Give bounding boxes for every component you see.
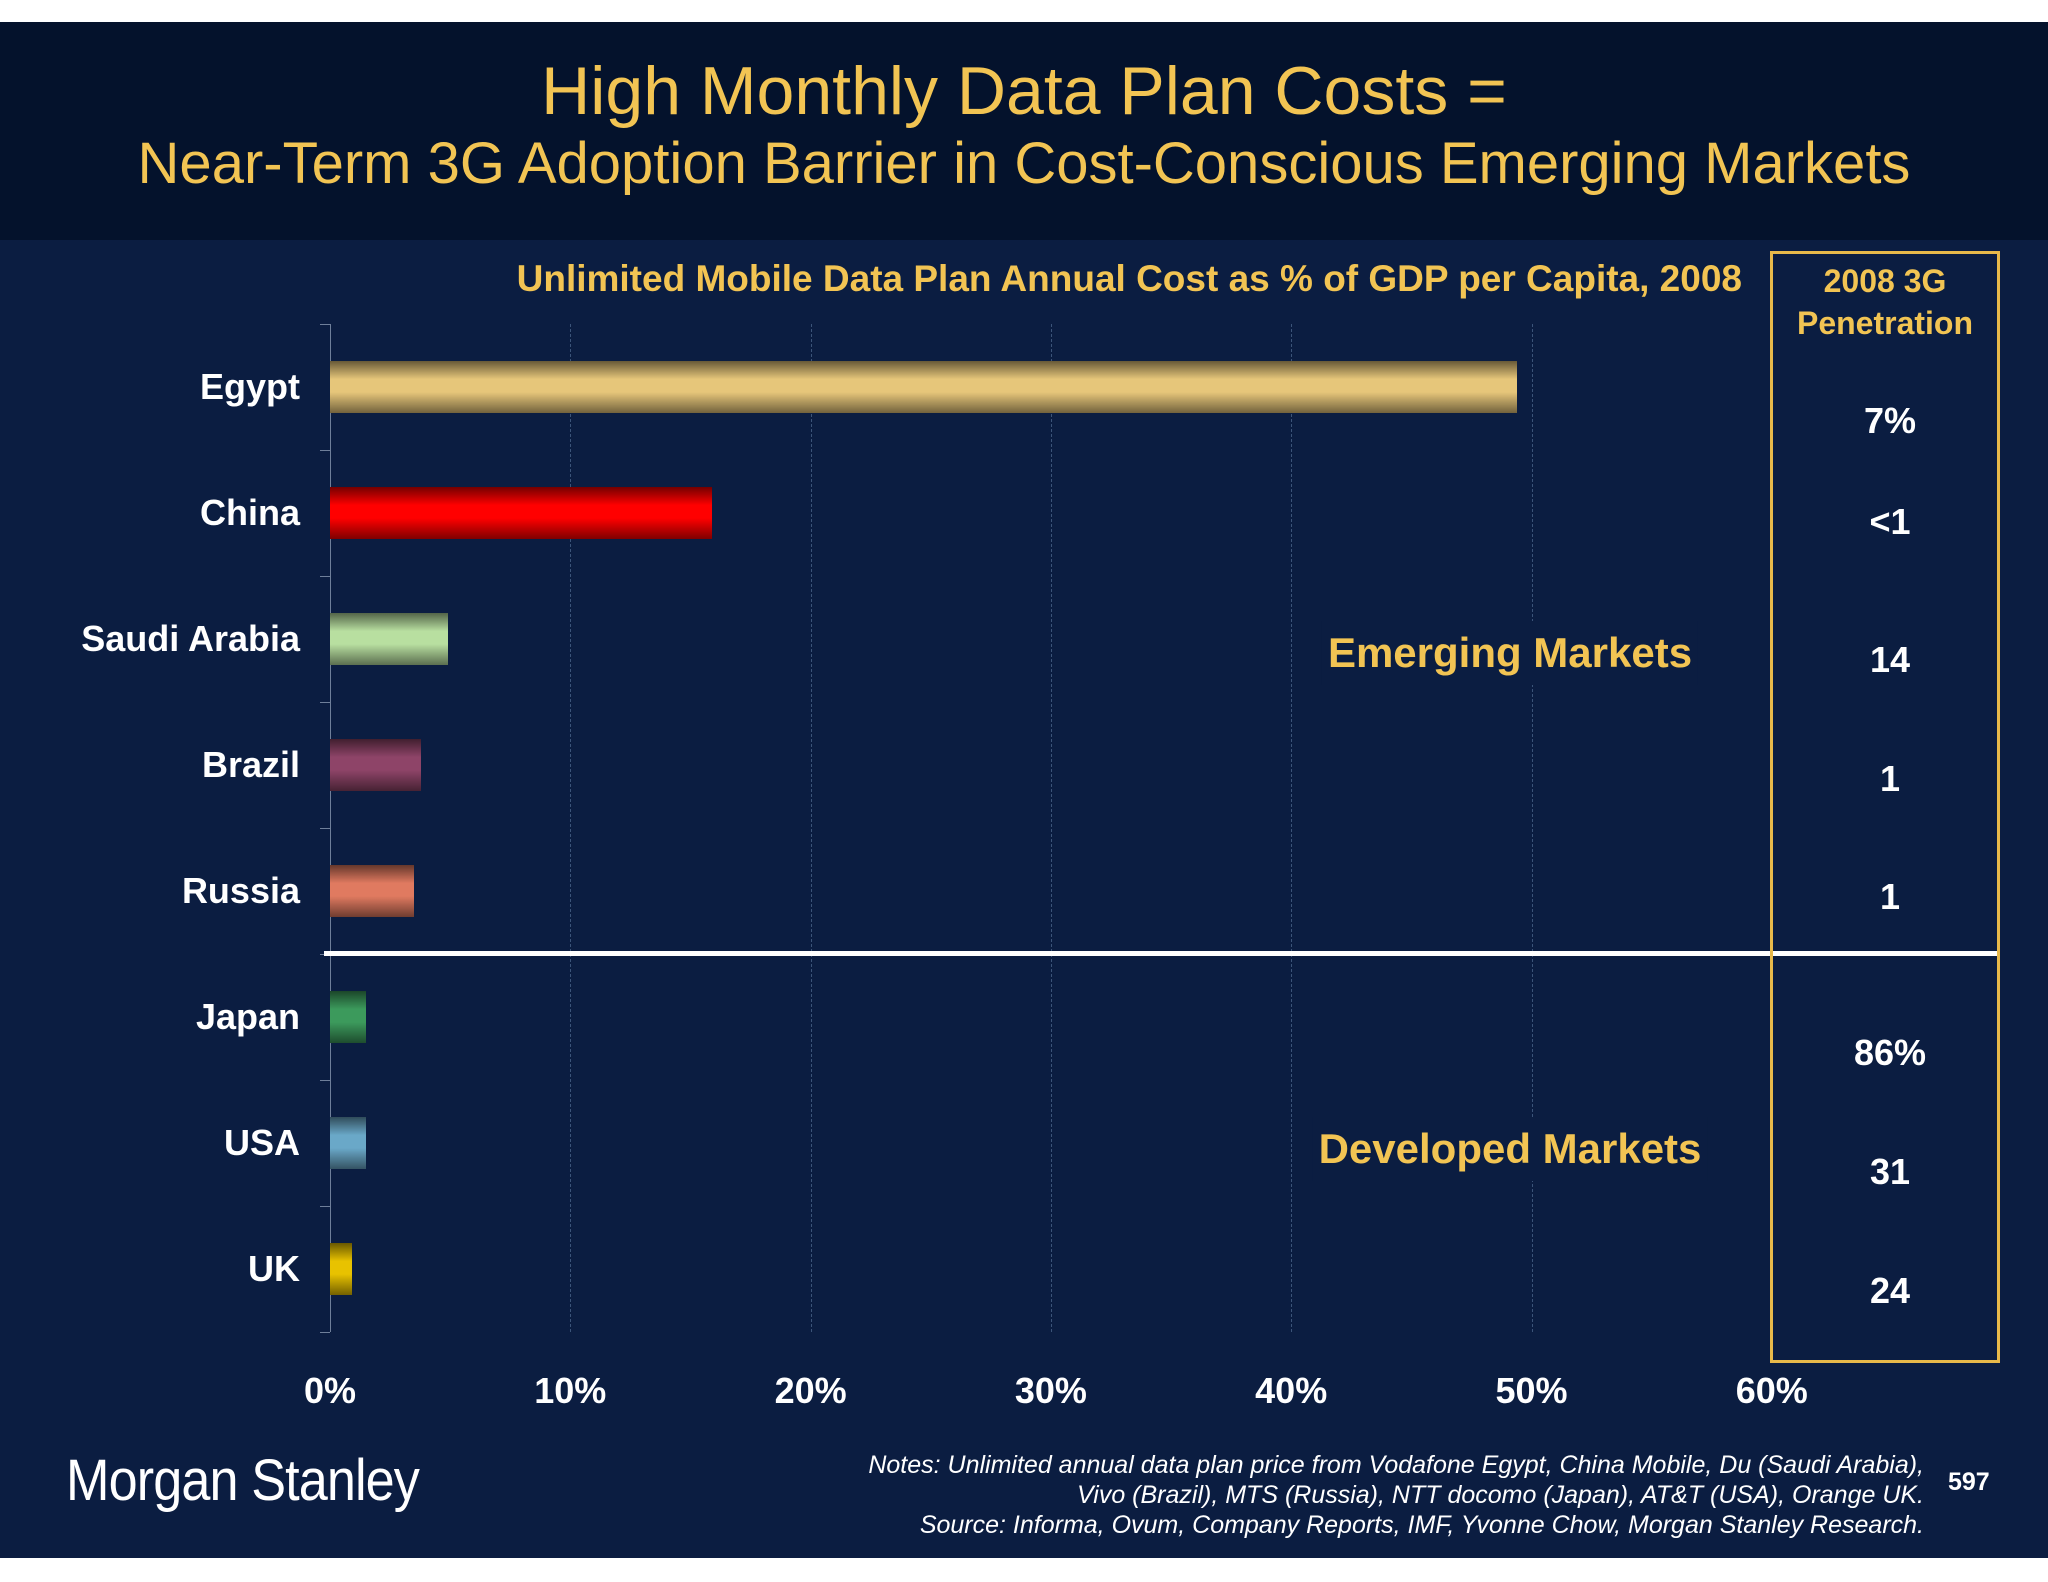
category-label: Japan [195, 996, 300, 1037]
y-axis-tick [320, 324, 330, 325]
title-line-2: Near-Term 3G Adoption Barrier in Cost-Co… [137, 131, 1911, 196]
penetration-value: 86% [1853, 1032, 1927, 1073]
source-line: Source: Informa, Ovum, Company Reports, … [919, 1511, 1924, 1539]
category-label: UK [248, 1248, 300, 1289]
group-label-emerging: Emerging Markets [1321, 621, 1699, 685]
morgan-stanley-logo: Morgan Stanley [66, 1448, 420, 1513]
category-label: Russia [181, 870, 300, 911]
gridline [1050, 324, 1052, 1332]
x-tick-label: 10% [534, 1370, 607, 1411]
penetration-value: 14 [1869, 639, 1911, 680]
bar-usa [330, 1117, 367, 1169]
gridline [1531, 324, 1533, 1332]
category-label: Egypt [199, 366, 300, 407]
notes-line-1: Notes: Unlimited annual data plan price … [868, 1451, 1924, 1479]
bar-russia [330, 865, 415, 917]
y-axis-tick [320, 702, 330, 703]
x-tick-label: 50% [1495, 1370, 1568, 1411]
x-tick-label: 0% [303, 1370, 357, 1411]
category-label: Saudi Arabia [81, 618, 300, 659]
penetration-box [1770, 251, 2000, 1363]
gridline [570, 324, 572, 1332]
penetration-value: 31 [1869, 1151, 1911, 1192]
slide: High Monthly Data Plan Costs = Near-Term… [0, 22, 2048, 1558]
bar-china [330, 487, 713, 539]
notes-line-2: Vivo (Brazil), MTS (Russia), NTT docomo … [1077, 1481, 1924, 1509]
y-axis-tick [320, 1080, 330, 1081]
gridline [1291, 324, 1293, 1332]
chart-title: Unlimited Mobile Data Plan Annual Cost a… [516, 258, 1742, 299]
penetration-heading: 2008 3G Penetration [1770, 260, 2000, 344]
y-axis-tick [320, 1332, 330, 1333]
bar-uk [330, 1243, 352, 1295]
bar-japan [330, 991, 367, 1043]
gridline [810, 324, 812, 1332]
penetration-value: 1 [1879, 758, 1901, 799]
penetration-heading-line1: 2008 3G [1823, 263, 1947, 299]
penetration-value: 24 [1869, 1270, 1911, 1311]
category-label: China [199, 492, 300, 533]
group-label-developed: Developed Markets [1312, 1117, 1708, 1181]
y-axis [330, 324, 331, 1332]
category-label: Brazil [201, 744, 300, 785]
notes: Notes: Unlimited annual data plan price … [868, 1450, 1924, 1540]
penetration-value: 1 [1879, 876, 1901, 917]
y-axis-tick [320, 576, 330, 577]
bar-brazil [330, 739, 422, 791]
penetration-value: 7% [1863, 400, 1917, 441]
x-tick-label: 30% [1014, 1370, 1087, 1411]
category-label: USA [223, 1122, 300, 1163]
x-tick-label: 60% [1735, 1370, 1808, 1411]
market-separator-line [324, 951, 1998, 956]
header: High Monthly Data Plan Costs = Near-Term… [0, 22, 2048, 240]
y-axis-tick [320, 450, 330, 451]
x-tick-label: 20% [774, 1370, 847, 1411]
penetration-value: <1 [1869, 501, 1911, 542]
bar-egypt [330, 361, 1518, 413]
bar-saudi-arabia [330, 613, 448, 665]
x-tick-label: 40% [1255, 1370, 1328, 1411]
page-number: 597 [1948, 1468, 1990, 1496]
title-line-1: High Monthly Data Plan Costs = [541, 53, 1507, 129]
y-axis-tick [320, 828, 330, 829]
y-axis-tick [320, 1206, 330, 1207]
penetration-heading-line2: Penetration [1796, 305, 1974, 341]
